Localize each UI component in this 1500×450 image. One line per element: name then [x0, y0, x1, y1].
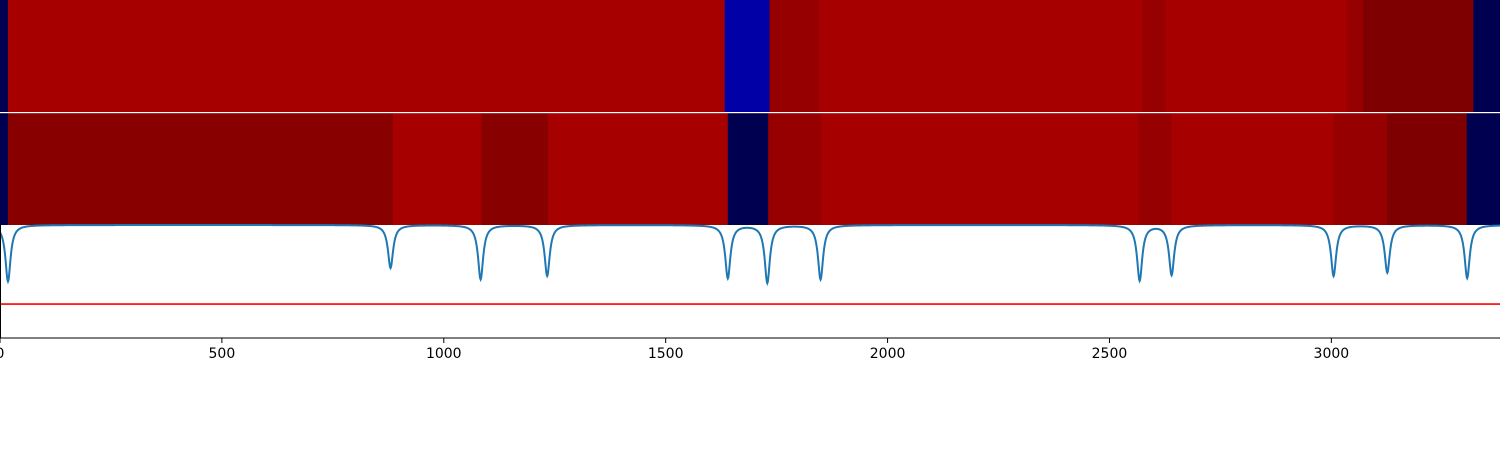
heatmap-cell-row1-8 — [1346, 0, 1364, 112]
row-separator — [0, 112, 1500, 114]
x-tick-label: 1500 — [648, 346, 684, 362]
heatmap-cell-row1-5 — [818, 0, 1144, 112]
x-tick-label: 1000 — [426, 346, 462, 362]
heatmap-cell-row1-10 — [1473, 0, 1500, 112]
heatmap-cell-row1-7 — [1165, 0, 1348, 112]
heatmap-cell-row2-6 — [727, 113, 769, 225]
heatmap-cell-row1-3 — [724, 0, 771, 112]
heatmap-cell-row1-2 — [7, 0, 726, 112]
heatmap-cell-row2-4 — [481, 113, 549, 225]
x-tick-label: 500 — [209, 346, 236, 362]
signal-panel — [0, 224, 1500, 305]
heatmap-cell-row2-7 — [768, 113, 822, 225]
heatmap-cell-row2-1 — [0, 113, 9, 225]
x-tick-label: 2500 — [1092, 346, 1128, 362]
signal-line — [0, 224, 1500, 286]
heatmap-cell-row1-1 — [0, 0, 9, 112]
x-axis: 0 500 1000 1500 2000 2500 3000 — [0, 338, 1349, 362]
heatmap-cell-row2-5 — [548, 113, 729, 225]
heatmap-cell-row2-12 — [1386, 113, 1468, 225]
heatmap-cell-row2-9 — [1138, 113, 1173, 225]
heatmap-cell-row2-10 — [1171, 113, 1335, 225]
heatmap-cell-row1-9 — [1363, 0, 1474, 112]
x-tick-label: 2000 — [870, 346, 906, 362]
heatmap-cell-row2-3 — [392, 113, 483, 225]
heatmap-cell-row2-2 — [7, 113, 394, 225]
heatmap-cell-row2-11 — [1333, 113, 1388, 225]
heatmap-cell-row1-4 — [769, 0, 820, 112]
heatmap-cell-row1-6 — [1142, 0, 1166, 112]
heatmap-cell-row2-13 — [1466, 113, 1500, 225]
heatmap-cell-row2-8 — [821, 113, 1139, 225]
heatmap-row-2 — [0, 113, 1500, 225]
x-tick-label: 3000 — [1314, 346, 1350, 362]
x-tick-label: 0 — [0, 346, 4, 362]
heatmap-row-1 — [0, 0, 1500, 112]
